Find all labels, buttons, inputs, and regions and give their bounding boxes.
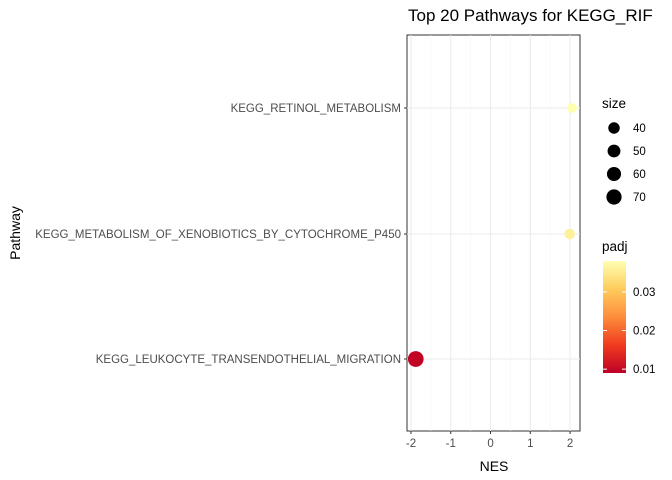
size-legend-key bbox=[608, 122, 620, 134]
padj-legend-label: 0.03 bbox=[633, 287, 655, 299]
size-legend-title: size bbox=[602, 96, 626, 111]
x-tick-label: 2 bbox=[567, 438, 573, 450]
y-tick-label: KEGG_LEUKOCYTE_TRANSENDOTHELIAL_MIGRATIO… bbox=[96, 354, 401, 366]
x-tick-label: 0 bbox=[487, 438, 493, 450]
gridlines bbox=[407, 35, 580, 431]
size-legend-key bbox=[607, 144, 621, 158]
size-legend-label: 60 bbox=[633, 169, 646, 181]
data-points bbox=[407, 103, 578, 367]
plot-panel-border bbox=[406, 34, 581, 432]
x-tick-label: 1 bbox=[527, 438, 533, 450]
x-axis-ticks: -2 -1 0 1 2 bbox=[406, 431, 573, 450]
size-legend-label: 50 bbox=[633, 146, 646, 158]
y-axis-ticks: KEGG_RETINOL_METABOLISM KEGG_METABOLISM_O… bbox=[35, 103, 407, 366]
y-tick-label: KEGG_RETINOL_METABOLISM bbox=[231, 103, 401, 115]
data-point bbox=[567, 103, 578, 113]
x-axis-title: NES bbox=[480, 458, 509, 474]
padj-legend-label: 0.02 bbox=[633, 326, 655, 338]
padj-legend-title: padj bbox=[602, 239, 628, 254]
chart-title: Top 20 Pathways for KEGG_RIF bbox=[408, 6, 653, 25]
size-legend-key bbox=[606, 166, 622, 182]
padj-legend: padj 0.01 0.02 0.03 bbox=[602, 239, 655, 376]
data-point bbox=[407, 351, 424, 367]
size-legend: size 40 50 60 70 bbox=[602, 96, 646, 205]
x-tick-label: -1 bbox=[446, 438, 456, 450]
size-legend-label: 70 bbox=[633, 192, 646, 204]
data-point bbox=[564, 228, 575, 240]
y-axis-title: Pathway bbox=[7, 206, 23, 260]
size-legend-key bbox=[606, 189, 622, 205]
size-legend-label: 40 bbox=[633, 123, 646, 135]
x-tick-label: -2 bbox=[406, 438, 416, 450]
padj-legend-label: 0.01 bbox=[633, 364, 655, 376]
plot-panel bbox=[406, 34, 581, 432]
y-tick-label: KEGG_METABOLISM_OF_XENOBIOTICS_BY_CYTOCH… bbox=[35, 229, 401, 241]
padj-colorbar bbox=[603, 261, 626, 373]
